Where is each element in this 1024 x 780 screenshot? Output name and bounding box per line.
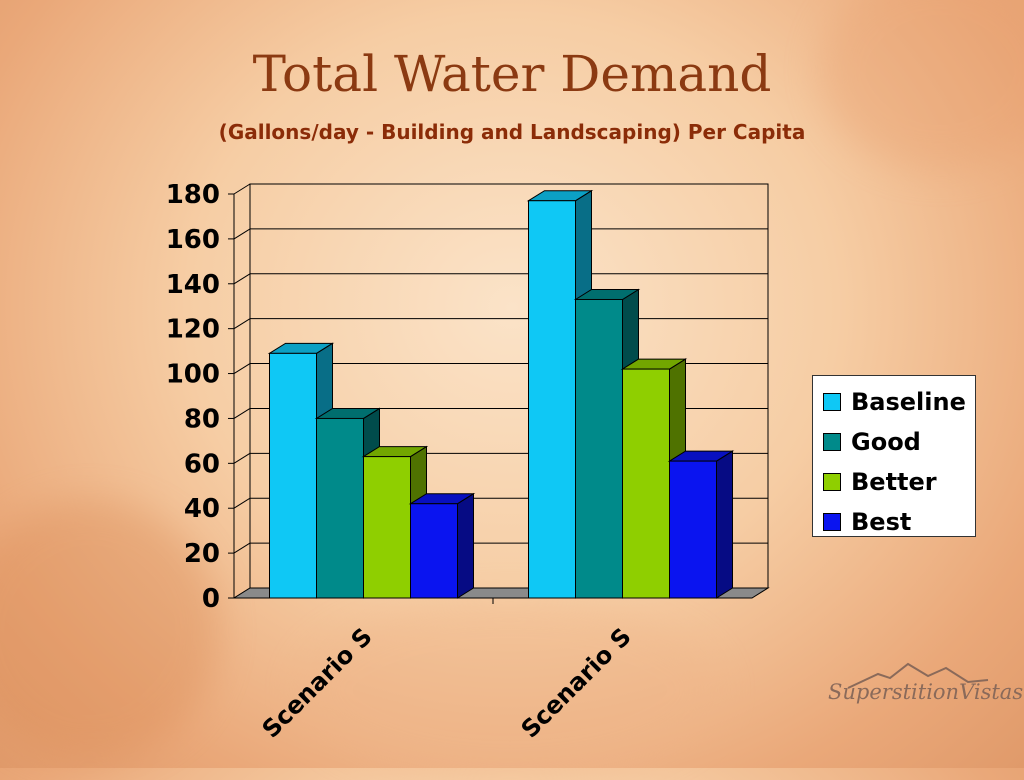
gridline-side xyxy=(233,542,251,554)
gridline-side xyxy=(233,452,251,464)
legend-label: Better xyxy=(851,468,937,496)
y-tick-label: 80 xyxy=(184,404,220,434)
bar xyxy=(622,368,670,599)
x-tick-label: Scenario S xyxy=(516,622,637,743)
superstition-vistas-logo: SuperstitionVistas xyxy=(828,660,1024,720)
legend-label: Best xyxy=(851,508,912,536)
legend-item: Good xyxy=(813,422,975,462)
legend-swatch xyxy=(823,433,841,451)
bar xyxy=(575,298,623,599)
y-tick-label: 160 xyxy=(166,225,220,255)
legend-item: Best xyxy=(813,502,975,542)
y-tick-label: 60 xyxy=(184,449,220,479)
legend-item: Baseline xyxy=(813,382,975,422)
y-tick-label: 180 xyxy=(166,180,220,210)
chart-title: Total Water Demand xyxy=(252,45,772,103)
legend-item: Better xyxy=(813,462,975,502)
legend-label: Good xyxy=(851,428,921,456)
y-tick-label: 100 xyxy=(166,360,220,390)
gridline-side xyxy=(233,497,251,509)
bar xyxy=(316,417,364,599)
legend-swatch xyxy=(823,393,841,411)
gridline-side xyxy=(233,228,251,240)
bar xyxy=(269,352,317,599)
legend-swatch xyxy=(823,473,841,491)
legend-swatch xyxy=(823,513,841,531)
y-tick-label: 40 xyxy=(184,494,220,524)
bar xyxy=(669,460,717,599)
y-tick-label: 20 xyxy=(184,539,220,569)
legend: Baseline Good Better Best xyxy=(812,375,976,537)
y-tick-label: 0 xyxy=(202,584,220,614)
chart-subtitle: (Gallons/day - Building and Landscaping)… xyxy=(218,120,806,144)
gridline-side xyxy=(233,273,251,285)
gridline-side xyxy=(233,318,251,330)
legend-label: Baseline xyxy=(851,388,966,416)
y-tick-label: 120 xyxy=(166,315,220,345)
gridline-side xyxy=(233,183,251,195)
x-tick-label: Scenario S xyxy=(257,622,378,743)
bar xyxy=(363,456,411,599)
gridline-side xyxy=(233,408,251,419)
bar xyxy=(410,503,458,599)
bar-side xyxy=(457,492,474,599)
logo-text: SuperstitionVistas xyxy=(828,680,1024,704)
bar-side xyxy=(716,450,733,599)
gridline-side xyxy=(233,363,251,374)
bar xyxy=(528,200,576,599)
y-tick-label: 140 xyxy=(166,270,220,300)
mountain-logo-icon xyxy=(847,662,989,689)
